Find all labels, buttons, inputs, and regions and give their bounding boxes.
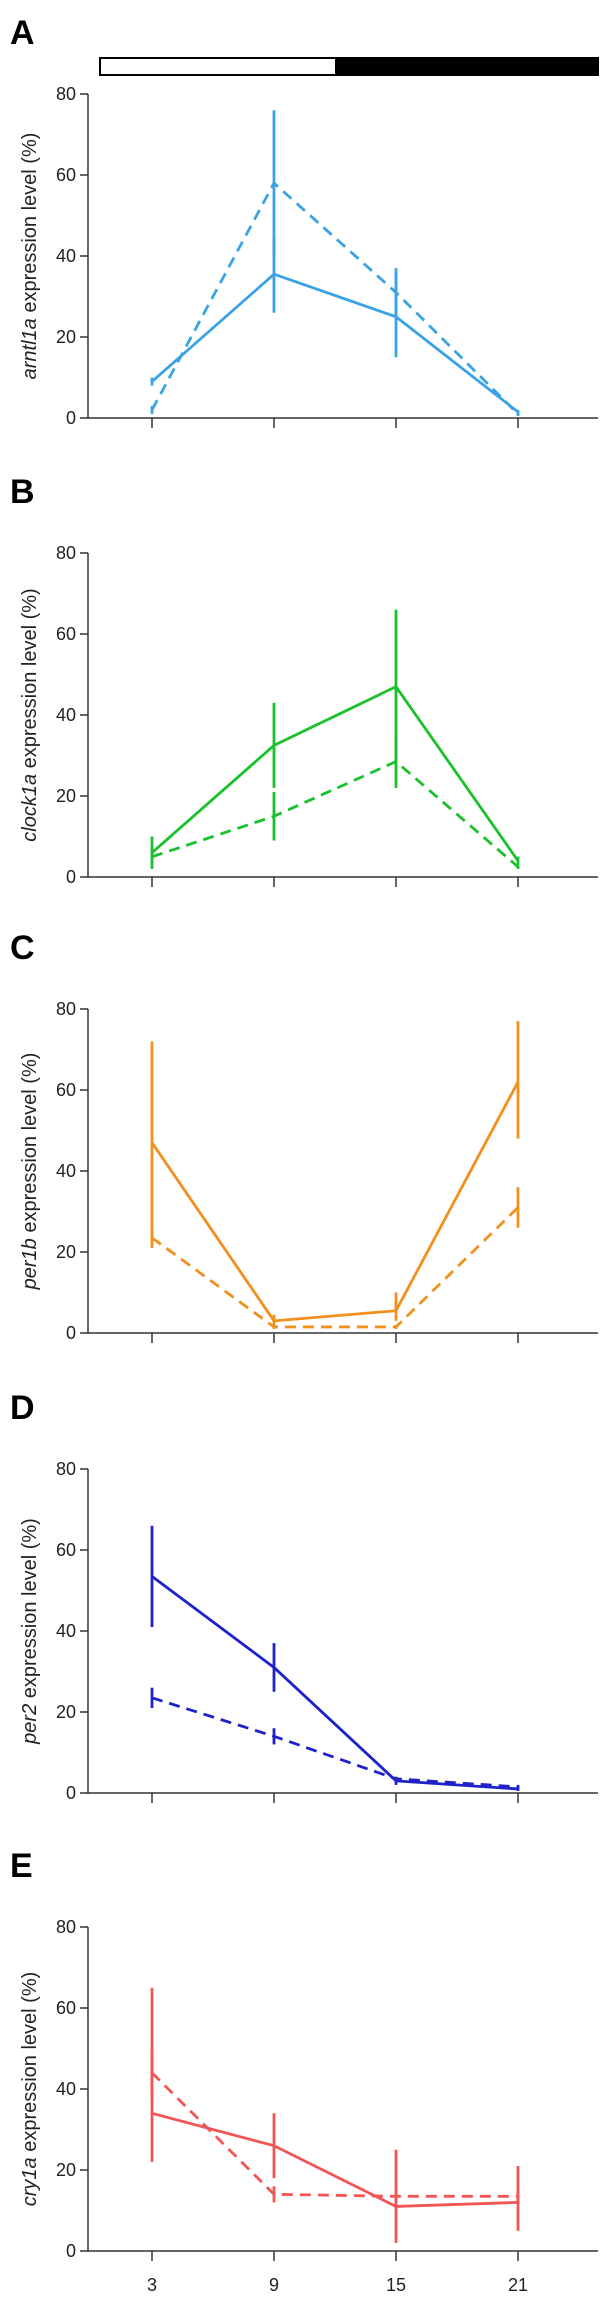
series-line-solid xyxy=(151,685,520,862)
series-line-dashed xyxy=(151,1696,519,1789)
panel-letter: D xyxy=(10,1389,35,1427)
y-tick-label: 80 xyxy=(56,543,76,563)
y-axis-label-gene: arntl1a xyxy=(19,318,41,379)
y-axis-label-gene: clock1a xyxy=(19,774,41,842)
y-tick-label: 80 xyxy=(56,999,76,1019)
y-tick-label: 40 xyxy=(56,2079,76,2099)
y-tick-label: 20 xyxy=(56,786,76,806)
panel-b: B 0 20 40 60 80 clock1a expression level (%) xyxy=(10,473,598,887)
series-line-solid xyxy=(151,272,519,414)
y-axis-label-gene: per2 xyxy=(19,1704,41,1745)
y-tick-label: 0 xyxy=(66,867,76,887)
y-axis-label-suffix: expression level (%) xyxy=(19,133,41,319)
y-axis-label-suffix: expression level (%) xyxy=(19,588,41,774)
y-tick-label: 40 xyxy=(56,1621,76,1641)
y-axis-label: arntl1a expression level (%) xyxy=(19,133,41,380)
panel-letter: E xyxy=(10,1847,33,1885)
y-tick-label: 60 xyxy=(56,165,76,185)
y-axis-label-gene: cry1a xyxy=(19,2157,41,2206)
y-tick-label: 0 xyxy=(66,1323,76,1343)
x-tick-label: 9 xyxy=(269,2275,279,2295)
y-tick-label: 40 xyxy=(56,705,76,725)
y-tick-label: 60 xyxy=(56,1540,76,1560)
y-axis-label-suffix: expression level (%) xyxy=(19,1518,41,1704)
y-tick-label: 60 xyxy=(56,1998,76,2018)
y-axis-label: clock1a expression level (%) xyxy=(19,588,41,841)
panel-e: E020406080391521ZT (h)cry1a expression l… xyxy=(10,1847,598,2321)
y-tick-label: 40 xyxy=(56,246,76,266)
panel-letter: B xyxy=(10,473,35,511)
y-tick-label: 20 xyxy=(56,327,76,347)
series-line-dashed xyxy=(150,181,519,415)
panel-a: A 0 20 40 60 80 arntl1a expression level (%) xyxy=(10,14,599,428)
y-tick-label: 80 xyxy=(56,1459,76,1479)
y-axis-label-suffix: expression level (%) xyxy=(19,1972,41,2158)
y-tick-label: 80 xyxy=(56,84,76,104)
y-tick-label: 80 xyxy=(56,1917,76,1937)
y-tick-label: 0 xyxy=(66,408,76,428)
y-tick-label: 60 xyxy=(56,1080,76,1100)
light-phase-bar xyxy=(99,57,337,76)
series-line-solid xyxy=(151,2111,519,2208)
y-tick-label: 20 xyxy=(56,2160,76,2180)
series-line-dashed xyxy=(151,760,519,868)
y-tick-label: 0 xyxy=(66,1783,76,1803)
x-tick-label: 15 xyxy=(386,2275,406,2295)
y-axis-label-suffix: expression level (%) xyxy=(19,1053,41,1239)
series-line-solid xyxy=(151,1575,519,1791)
y-tick-label: 0 xyxy=(66,2241,76,2261)
y-axis-label: per1b expression level (%) xyxy=(19,1053,41,1291)
series-line-solid xyxy=(150,1081,520,1323)
panel-letter: A xyxy=(10,14,35,52)
y-tick-label: 20 xyxy=(56,1242,76,1262)
x-tick-label: 21 xyxy=(508,2275,528,2295)
x-tick-label: 3 xyxy=(147,2275,157,2295)
y-axis-label-gene: per1b xyxy=(19,1238,41,1290)
dark-phase-bar xyxy=(335,57,599,76)
y-tick-label: 40 xyxy=(56,1161,76,1181)
series-line-dashed xyxy=(151,2071,518,2198)
y-tick-label: 60 xyxy=(56,624,76,644)
series-line-dashed xyxy=(151,1206,519,1329)
panel-letter: C xyxy=(10,929,35,967)
panel-c: C 0 20 40 60 80 per1b expression level (%) xyxy=(10,929,598,1343)
panel-d: D 0 20 40 60 80 per2 expression level (%) xyxy=(10,1389,598,1803)
y-axis-label: per2 expression level (%) xyxy=(19,1518,41,1745)
y-tick-label: 20 xyxy=(56,1702,76,1722)
y-axis-label: cry1a expression level (%) xyxy=(19,1972,41,2207)
